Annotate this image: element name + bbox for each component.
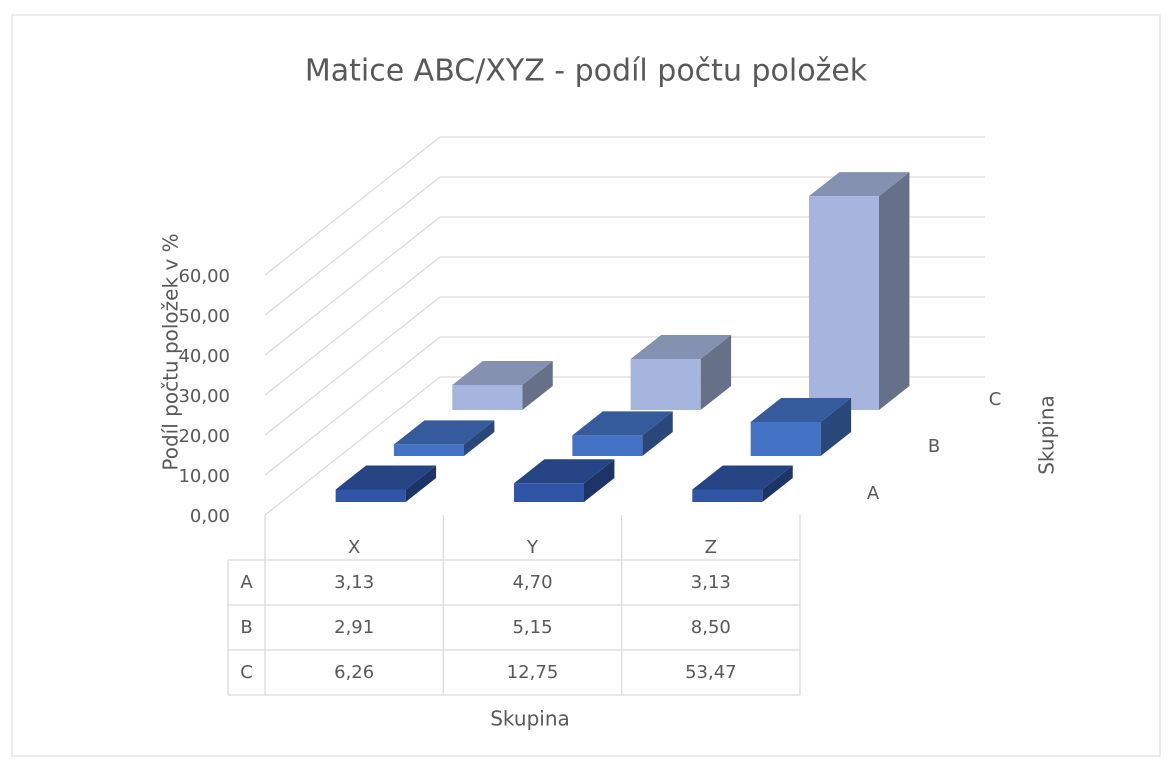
bar-front (750, 422, 821, 456)
y-tick-label: 20,00 (178, 426, 230, 447)
depth-tick-label: B (928, 436, 940, 457)
y-tick-label: 10,00 (178, 466, 230, 487)
bar-side (583, 459, 615, 502)
bar-side (820, 398, 852, 456)
x-tick-label: X (348, 537, 360, 558)
grid-line (264, 176, 985, 316)
bar (335, 465, 437, 502)
grid-line (264, 256, 985, 396)
bar-side (700, 335, 732, 410)
table-cell: 4,70 (512, 572, 552, 593)
table-cell: 5,15 (512, 617, 552, 638)
table-cell: 12,75 (507, 662, 559, 683)
grid-line (264, 376, 985, 516)
table-row-label: C (240, 662, 253, 683)
grid-line (264, 336, 985, 476)
depth-tick-label: C (989, 389, 1002, 410)
bar-side (642, 411, 673, 456)
bar-side (522, 360, 553, 410)
bar-top (452, 360, 553, 385)
bar (750, 398, 852, 456)
bar (452, 360, 553, 410)
bar-top (393, 420, 495, 445)
bar-side (762, 465, 793, 502)
bar-top (630, 335, 732, 359)
depth-tick-label: A (867, 483, 880, 504)
bar-front (808, 196, 879, 410)
y-tick-label: 30,00 (178, 386, 230, 407)
chart-title: Matice ABC/XYZ - podíl počtu položek (305, 54, 868, 89)
bar-top (513, 459, 615, 484)
table-row-label: A (240, 572, 253, 593)
x-tick-label: Z (705, 537, 717, 558)
bar-top (572, 411, 673, 436)
bar (630, 335, 732, 410)
table-row-label: B (240, 617, 252, 638)
table-cell: 8,50 (691, 617, 731, 638)
bar-top (750, 398, 852, 422)
x-tick-label: Y (526, 537, 539, 558)
y-axis-title: Podíl počtu položek v % (159, 233, 183, 470)
y-tick-label: 40,00 (178, 346, 230, 367)
bar-front (452, 384, 523, 410)
y-tick-label: 60,00 (178, 266, 230, 287)
y-tick-label: 50,00 (178, 306, 230, 327)
bar-side (463, 420, 495, 456)
bar-front (393, 444, 464, 456)
grid-line (264, 216, 985, 356)
bar (393, 420, 495, 456)
bar-front (513, 483, 584, 502)
table-cell: 2,91 (334, 617, 374, 638)
bar-top (692, 465, 793, 490)
bar (692, 465, 793, 502)
bar-front (630, 359, 701, 410)
bar-front (572, 435, 643, 456)
table-cell: 3,13 (691, 572, 731, 593)
table-cell: 6,26 (334, 662, 374, 683)
bar-side (878, 172, 910, 410)
bar-top (808, 172, 910, 197)
bar-top (335, 465, 437, 490)
bar-front (692, 489, 763, 502)
bar-side (405, 465, 437, 502)
bar (808, 172, 910, 410)
x-axis-title: Skupina (490, 707, 570, 731)
grid-line (264, 136, 985, 276)
bar (513, 459, 615, 502)
chart-border (11, 14, 1161, 757)
grid-line (264, 296, 985, 436)
bar-front (335, 489, 406, 502)
y-tick-label: 0,00 (190, 506, 230, 527)
depth-axis-title: Skupina (1035, 395, 1059, 475)
bar (572, 411, 673, 456)
table-cell: 3,13 (334, 572, 374, 593)
table-cell: 53,47 (685, 662, 737, 683)
